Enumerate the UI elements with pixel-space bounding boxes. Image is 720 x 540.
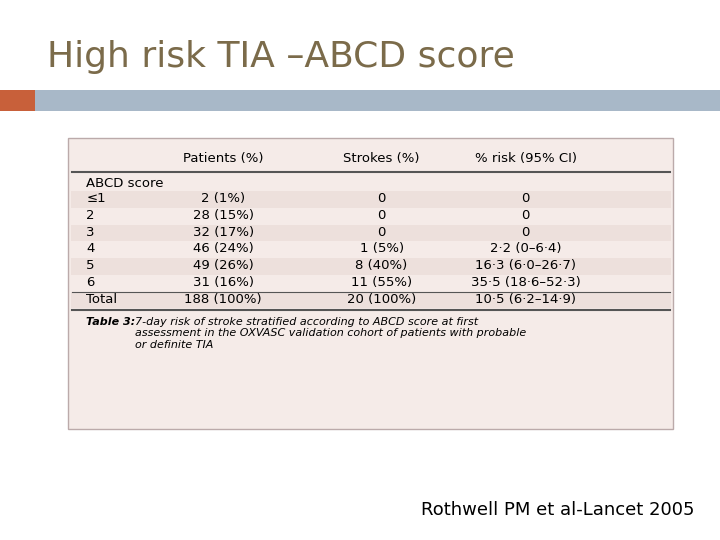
Text: High risk TIA –ABCD score: High risk TIA –ABCD score (47, 40, 515, 73)
Text: 188 (100%): 188 (100%) (184, 293, 262, 306)
Text: 4: 4 (86, 242, 95, 255)
Text: 31 (16%): 31 (16%) (193, 276, 253, 289)
FancyBboxPatch shape (71, 191, 671, 208)
Text: ≤1: ≤1 (86, 192, 106, 205)
Text: % risk (95% CI): % risk (95% CI) (474, 152, 577, 165)
Text: 46 (24%): 46 (24%) (193, 242, 253, 255)
Text: 49 (26%): 49 (26%) (193, 259, 253, 272)
Text: 0: 0 (521, 192, 530, 205)
Text: 0: 0 (377, 192, 386, 205)
Text: 16·3 (6·0–26·7): 16·3 (6·0–26·7) (475, 259, 576, 272)
Text: 1 (5%): 1 (5%) (359, 242, 404, 255)
Text: 0: 0 (521, 226, 530, 239)
Text: Strokes (%): Strokes (%) (343, 152, 420, 165)
Text: 2 (1%): 2 (1%) (201, 192, 246, 205)
Text: 6: 6 (86, 276, 95, 289)
Text: Table 3:: Table 3: (86, 316, 135, 327)
Text: 0: 0 (377, 226, 386, 239)
FancyBboxPatch shape (71, 258, 671, 275)
Text: Rothwell PM et al-Lancet 2005: Rothwell PM et al-Lancet 2005 (421, 501, 695, 519)
Text: 0: 0 (521, 209, 530, 222)
Text: 11 (55%): 11 (55%) (351, 276, 412, 289)
FancyBboxPatch shape (0, 90, 35, 111)
FancyBboxPatch shape (71, 225, 671, 241)
Text: Total: Total (86, 293, 117, 306)
Text: 2·2 (0–6·4): 2·2 (0–6·4) (490, 242, 562, 255)
Text: Patients (%): Patients (%) (183, 152, 264, 165)
Text: 2: 2 (86, 209, 95, 222)
Text: 8 (40%): 8 (40%) (356, 259, 408, 272)
FancyBboxPatch shape (71, 241, 671, 258)
FancyBboxPatch shape (71, 208, 671, 225)
Text: 28 (15%): 28 (15%) (193, 209, 253, 222)
Text: ABCD score: ABCD score (86, 177, 164, 190)
Text: 7-day risk of stroke stratified according to ABCD score at first
assessment in t: 7-day risk of stroke stratified accordin… (135, 316, 526, 350)
FancyBboxPatch shape (68, 138, 673, 429)
Text: 5: 5 (86, 259, 95, 272)
Text: 3: 3 (86, 226, 95, 239)
FancyBboxPatch shape (35, 90, 720, 111)
Text: 10·5 (6·2–14·9): 10·5 (6·2–14·9) (475, 293, 576, 306)
FancyBboxPatch shape (71, 275, 671, 292)
Text: 32 (17%): 32 (17%) (193, 226, 253, 239)
FancyBboxPatch shape (71, 292, 671, 308)
Text: 0: 0 (377, 209, 386, 222)
Text: 20 (100%): 20 (100%) (347, 293, 416, 306)
Text: 35·5 (18·6–52·3): 35·5 (18·6–52·3) (471, 276, 580, 289)
